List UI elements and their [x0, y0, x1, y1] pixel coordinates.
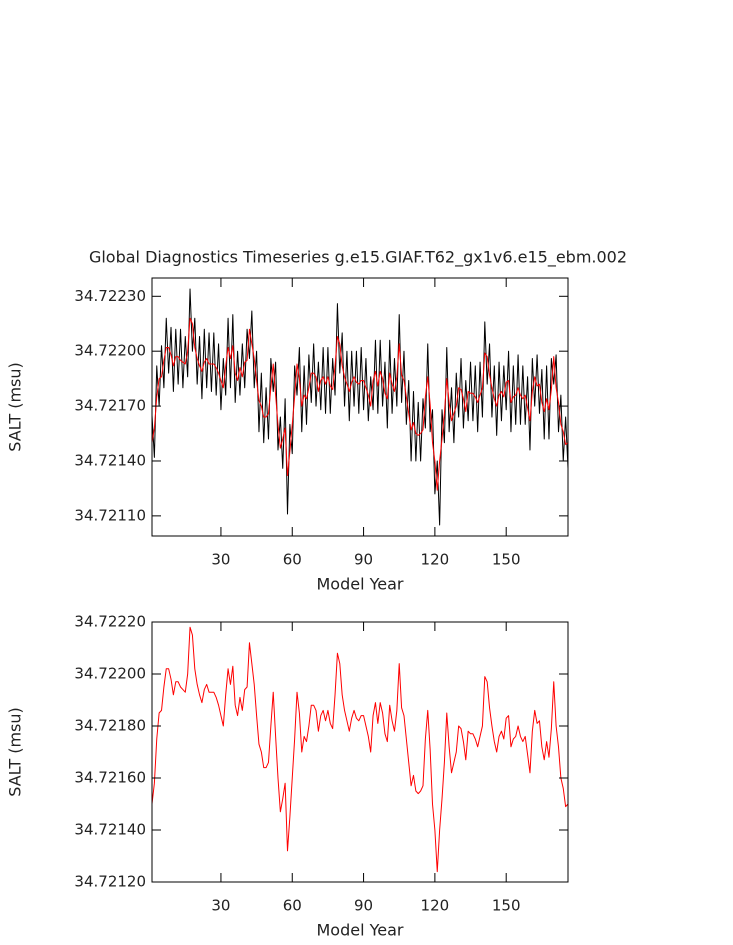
plot-frame — [151, 621, 569, 883]
y-tick-label: 34.72160 — [74, 769, 146, 787]
y-tick-label: 34.72220 — [74, 613, 146, 631]
y-tick-label: 34.72200 — [74, 665, 146, 683]
y-tick-label: 34.72180 — [74, 717, 146, 735]
x-tick-label: 120 — [421, 551, 450, 569]
y-axis-label: SALT (msu) — [6, 707, 25, 797]
plot-frame — [151, 277, 569, 537]
x-tick-label: 120 — [421, 897, 450, 915]
series-line — [151, 317, 569, 491]
y-tick-label: 34.72110 — [74, 506, 146, 524]
x-axis-label: Model Year — [317, 575, 404, 594]
x-tick-label: 30 — [211, 551, 230, 569]
y-tick-label: 34.72170 — [74, 397, 146, 415]
y-axis-label: SALT (msu) — [6, 362, 25, 452]
x-tick-label: 90 — [354, 551, 373, 569]
chart-title: Global Diagnostics Timeseries g.e15.GIAF… — [89, 248, 627, 268]
x-tick-label: 150 — [492, 551, 521, 569]
y-tick-label: 34.72140 — [74, 451, 146, 469]
series-line — [151, 288, 569, 526]
y-tick-label: 34.72200 — [74, 342, 146, 360]
x-axis-label: Model Year — [317, 921, 404, 940]
x-tick-label: 150 — [492, 897, 521, 915]
x-tick-label: 60 — [283, 897, 302, 915]
y-tick-label: 34.72120 — [74, 873, 146, 891]
series-line — [151, 626, 569, 873]
x-tick-label: 60 — [283, 551, 302, 569]
x-tick-label: 90 — [354, 897, 373, 915]
y-tick-label: 34.72230 — [74, 287, 146, 305]
x-tick-label: 30 — [211, 897, 230, 915]
y-tick-label: 34.72140 — [74, 821, 146, 839]
